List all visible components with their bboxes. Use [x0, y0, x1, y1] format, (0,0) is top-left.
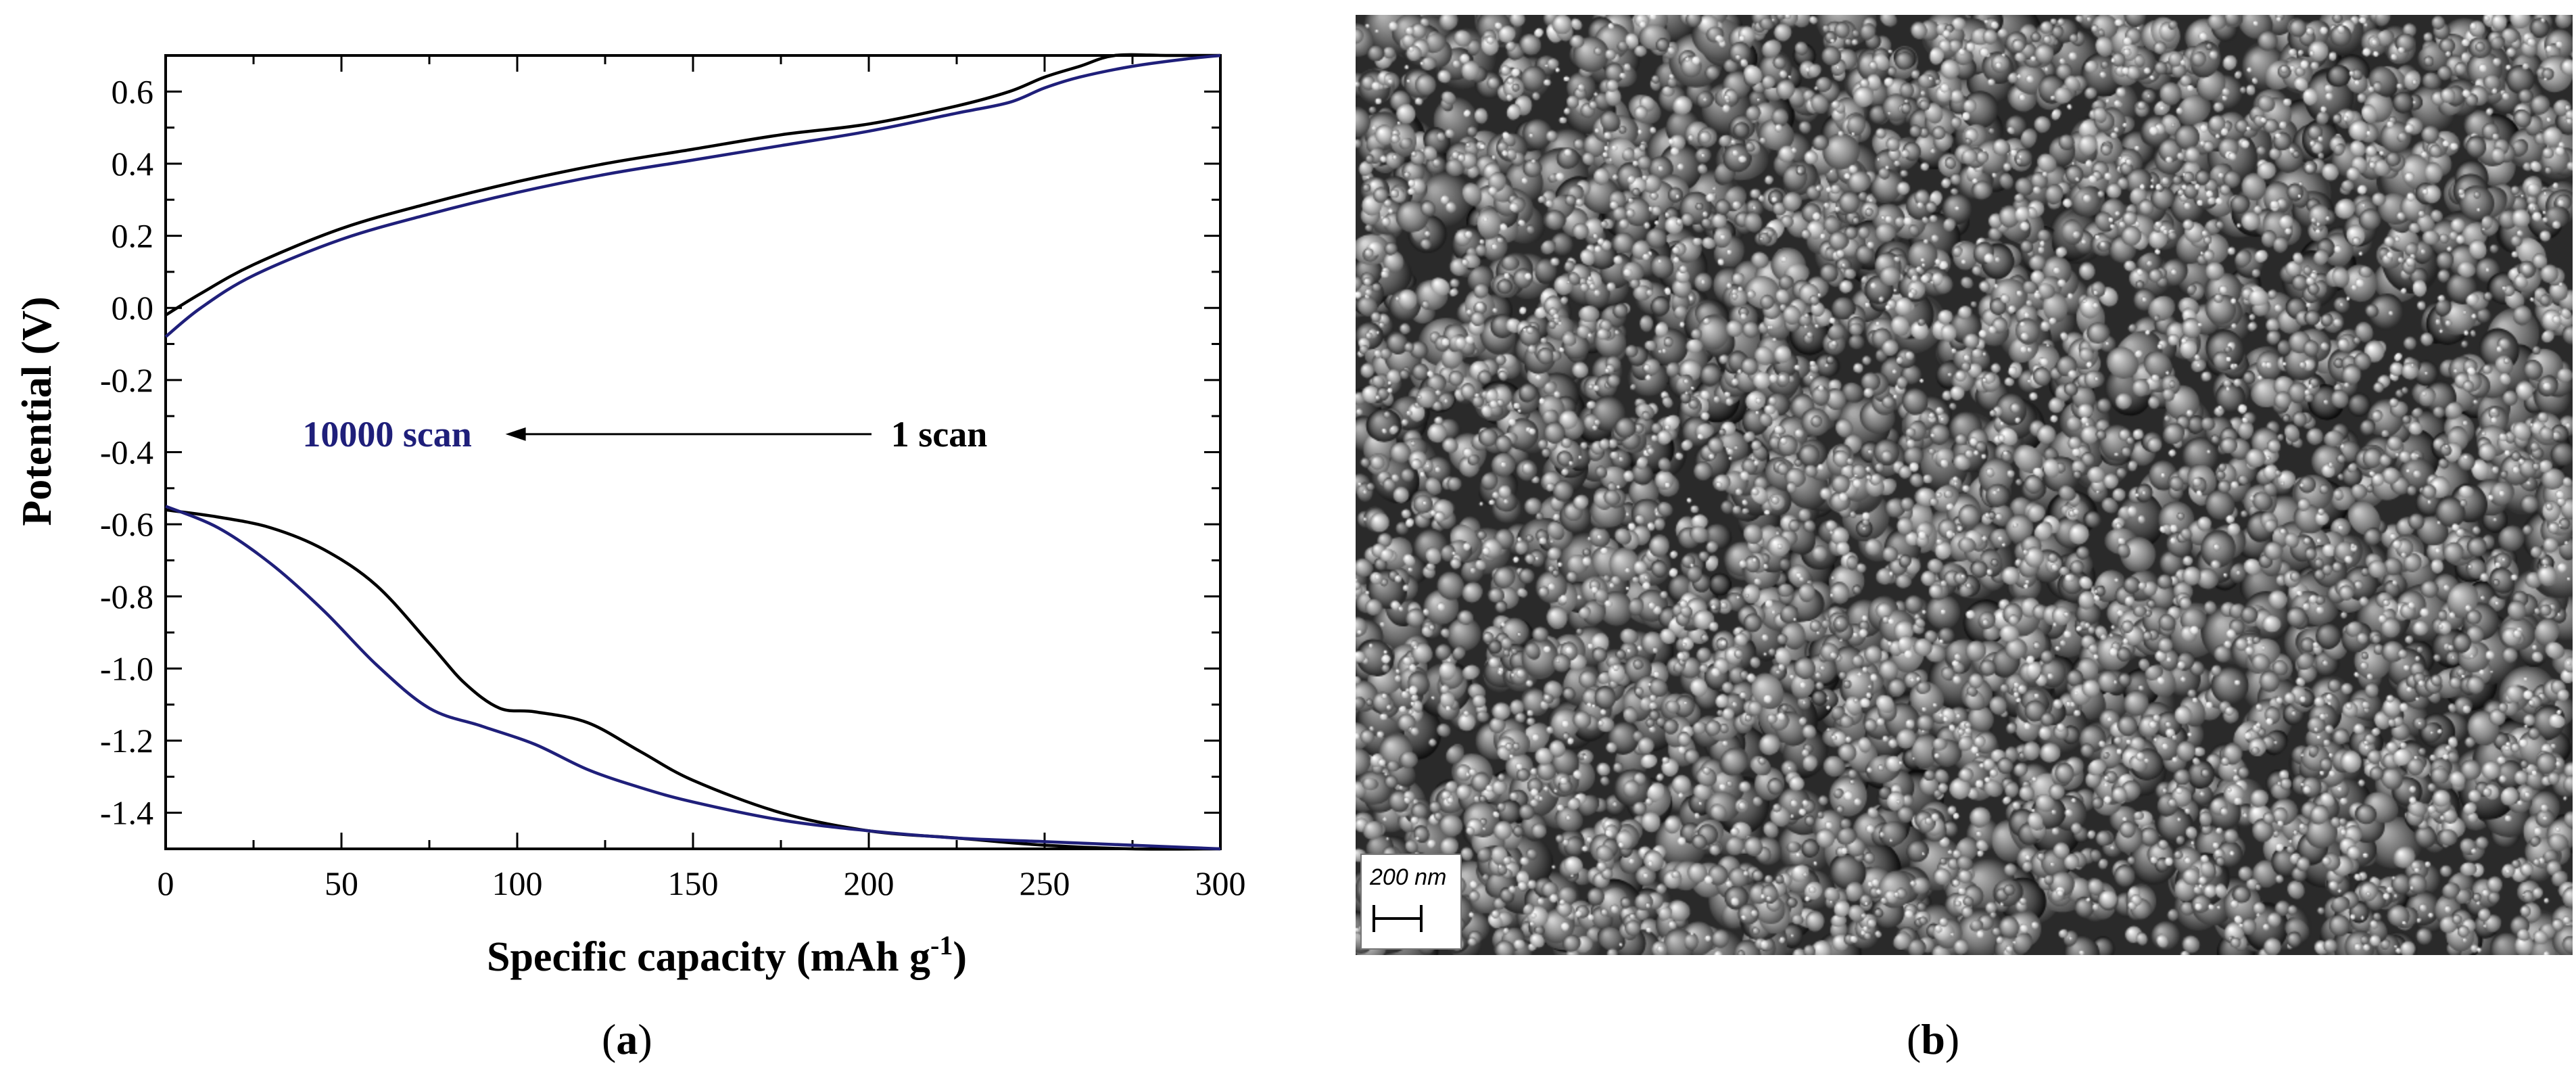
- y-tick-label: 0.2: [112, 217, 154, 255]
- x-tick-label: 300: [1195, 864, 1246, 902]
- y-tick-label: -0.8: [100, 578, 153, 616]
- panel-label-a: (a): [602, 1015, 652, 1063]
- y-tick-label: 0.6: [112, 72, 154, 110]
- x-tick-label: 0: [158, 864, 174, 902]
- x-axis-label: Specific capacity (mAh g-1): [487, 930, 967, 980]
- scale-bar-label: 200 nm: [1370, 864, 1447, 890]
- annotation-arrow-head: [505, 427, 526, 441]
- x-tick-label: 250: [1020, 864, 1070, 902]
- y-tick-label: -0.2: [100, 361, 153, 399]
- series-1-discharge-curve: [165, 505, 1221, 851]
- scale-bar-line: [1374, 917, 1421, 920]
- x-tick-label: 100: [492, 864, 543, 902]
- x-tick-label: 200: [844, 864, 895, 902]
- annotation-0: 10000 scan: [302, 414, 472, 455]
- capacity-potential-chart: 0 50 100 150 200 250 300 -1.4 -1.2 -1.0 -0.8 -0.6 -0…: [14, 53, 1246, 980]
- y-tick-label: -0.4: [100, 434, 153, 471]
- sem-texture: [1356, 15, 2573, 955]
- y-tick-label: 0.4: [112, 145, 154, 183]
- y-tick-label: -1.0: [100, 649, 153, 687]
- y-axis-label: Potential (V): [14, 296, 60, 526]
- annotation-1: 1 scan: [891, 414, 988, 455]
- sem-micrograph: [1356, 15, 2573, 955]
- scale-bar-cap-right: [1420, 905, 1423, 932]
- panel-label-b: (b): [1907, 1015, 1960, 1063]
- y-tick-label: -1.2: [100, 722, 153, 760]
- y-tick-label: 0.0: [112, 289, 154, 327]
- series-0-charge-curve: [164, 53, 1220, 317]
- sem-scale-bar: 200 nm: [1360, 854, 1462, 950]
- x-tick-label: 150: [668, 864, 719, 902]
- x-tick-label: 50: [325, 864, 358, 902]
- y-tick-label: -0.6: [100, 505, 153, 543]
- series-0-discharge-curve: [165, 508, 1221, 851]
- y-tick-label: -1.4: [100, 794, 153, 832]
- series-1-charge-curve: [164, 53, 1221, 338]
